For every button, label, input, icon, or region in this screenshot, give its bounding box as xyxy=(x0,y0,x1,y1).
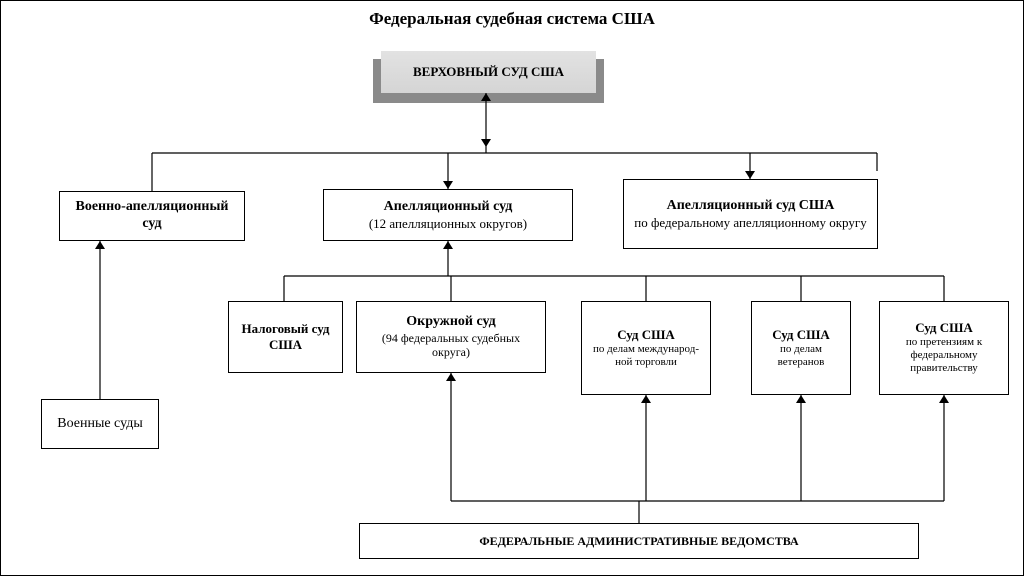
node-military_appeal: Военно-апелляционный суд xyxy=(59,191,245,241)
node-veterans: Суд СШАпо делам ветеранов xyxy=(751,301,851,395)
node-label-bold: Окружной суд xyxy=(406,314,495,331)
node-label-bold: Налоговый суд США xyxy=(235,321,336,352)
node-label-plain: Военные суды xyxy=(57,416,143,433)
node-label-bold: ВЕРХОВНЫЙ СУД США xyxy=(413,64,564,80)
node-claims: Суд СШАпо претензиям к федеральному прав… xyxy=(879,301,1009,395)
node-label-plain: по делам международ­ной торговли xyxy=(588,343,704,369)
node-label-plain: (12 апелляционных округов) xyxy=(369,216,527,232)
node-label-bold: Суд США xyxy=(772,327,830,343)
node-label-bold: Суд США xyxy=(617,327,675,343)
node-appeal: Апелляционный суд(12 апелляционных округ… xyxy=(323,189,573,241)
node-label-bold: ФЕДЕРАЛЬНЫЕ АДМИНИСТРАТИВНЫЕ ВЕДОМСТВА xyxy=(479,534,798,548)
node-label-plain: (94 федеральных судебных округа) xyxy=(363,331,539,360)
node-label-bold: Апелляционный суд США xyxy=(667,198,835,215)
node-label-bold: Военно-апелляционный суд xyxy=(66,199,238,233)
node-label-bold: Суд США xyxy=(915,320,973,336)
node-admin: ФЕДЕРАЛЬНЫЕ АДМИНИСТРАТИВНЫЕ ВЕДОМСТВА xyxy=(359,523,919,559)
node-military_courts: Военные суды xyxy=(41,399,159,449)
node-label-plain: по федеральному апелляционному округу xyxy=(634,215,866,231)
node-district: Окружной суд(94 федеральных судебных окр… xyxy=(356,301,546,373)
supreme-shadow-left xyxy=(373,59,381,103)
node-fed_appeal: Апелляционный суд СШАпо федеральному апе… xyxy=(623,179,878,249)
node-trade: Суд СШАпо делам международ­ной торговли xyxy=(581,301,711,395)
supreme-shadow-bottom xyxy=(373,93,604,103)
node-label-plain: по претензиям к федеральному правительст… xyxy=(886,336,1002,376)
node-label-bold: Апелляционный суд xyxy=(384,199,513,216)
supreme-shadow-right xyxy=(596,59,604,103)
node-tax: Налоговый суд США xyxy=(228,301,343,373)
diagram-title: Федеральная судебная система США xyxy=(1,9,1023,29)
node-supreme: ВЕРХОВНЫЙ СУД США xyxy=(381,51,596,93)
node-label-plain: по делам ветеранов xyxy=(758,343,844,369)
